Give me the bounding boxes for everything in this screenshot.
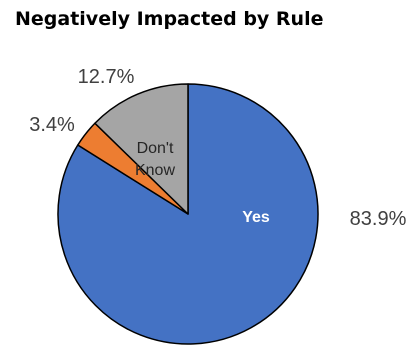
slice-value-label-2: 12.7%	[78, 66, 135, 88]
slice-category-label-2-line-0: Don't	[137, 140, 174, 157]
slice-category-label-0: Yes	[242, 209, 270, 226]
slice-value-label-1: 3.4%	[29, 114, 75, 136]
chart-title: Negatively Impacted by Rule	[15, 8, 324, 30]
slice-category-label-2-line-1: Know	[135, 162, 175, 179]
pie-slice-0	[57, 83, 319, 345]
pie-slice-2	[94, 83, 189, 215]
slice-value-label-0: 83.9%	[350, 208, 407, 230]
